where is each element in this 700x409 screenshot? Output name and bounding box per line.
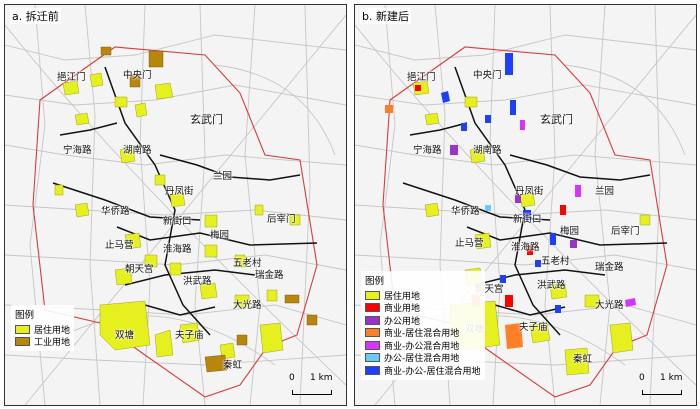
place-label-daguanglu: 大光路 [595, 300, 624, 311]
legend-item-office-residential: 办公-居住混合用地 [365, 352, 481, 365]
map-panel-after: b. 新建后 挹江门 中央门 玄武门 宁海路 湖南路 丹凤街 兰园 华侨路 新街… [354, 4, 697, 406]
legend-swatch [365, 328, 380, 338]
map-canvas-after [355, 5, 696, 405]
place-label-daguanglu: 大光路 [233, 300, 262, 311]
place-label-xinjiekou: 新街口 [163, 216, 192, 227]
commercial-office-residential-parcels [441, 53, 561, 313]
legend-swatch [365, 315, 380, 325]
legend-swatch [365, 365, 380, 375]
place-label-wulaocun: 五老村 [541, 256, 570, 267]
legend-item-commercial-office: 商业-办公混合用地 [365, 339, 481, 352]
place-label-huaihailu: 淮海路 [511, 242, 540, 253]
place-label-fuzimiao: 夫子庙 [519, 322, 548, 333]
place-label-hunanlu: 湖南路 [123, 145, 152, 156]
scale-line [642, 390, 682, 395]
place-label-lanyuan: 兰园 [595, 186, 615, 197]
legend-label: 办公用地 [384, 316, 421, 327]
office-residential-parcels [485, 205, 491, 211]
legend-label: 商业-办公-居住混合用地 [384, 366, 481, 377]
legend-swatch [365, 290, 380, 300]
district-boundaries [52, 66, 318, 336]
place-label-shuangtang: 双塘 [115, 330, 135, 341]
legend-item-commercial-office-residential: 商业-办公-居住混合用地 [365, 364, 481, 377]
place-label-wulaocun: 五老村 [233, 258, 262, 269]
place-label-hongwulu: 洪武路 [183, 276, 212, 287]
map-legend: 图例 居住用地 商业用地 办公用地 商业-居住混合用地 商业-办公混合用地 办公… [361, 271, 485, 380]
legend-label: 居住用地 [384, 291, 421, 302]
place-label-meiyuan: 梅园 [210, 230, 230, 241]
legend-item-residential: 居住用地 [365, 289, 481, 302]
place-label-zhimaying: 止马营 [105, 240, 134, 251]
residential-parcels [54, 72, 301, 360]
place-label-chaotiangong: 朝天宫 [475, 284, 504, 295]
place-label-danfengjie: 丹凤街 [165, 186, 194, 197]
place-label-lanyuan: 兰园 [213, 171, 233, 182]
scale-line [292, 390, 332, 395]
legend-label: 居住用地 [34, 325, 71, 336]
place-label-huaqiaolu: 华侨路 [451, 206, 480, 217]
place-label-ninghailu: 宁海路 [413, 145, 442, 156]
place-label-qinhong: 秦虹 [573, 354, 593, 365]
place-label-zhimaying: 止马营 [455, 238, 484, 249]
place-label-hunanlu: 湖南路 [473, 145, 502, 156]
place-label-meiyuan: 梅园 [560, 226, 580, 237]
place-label-xuanwumen: 玄武门 [540, 113, 573, 126]
scale-zero: 0 [289, 373, 295, 383]
map-legend: 图例 居住用地 工业用地 [11, 305, 75, 351]
place-label-ninghailu: 宁海路 [63, 145, 92, 156]
place-label-qinhong: 秦虹 [223, 360, 243, 371]
scale-zero: 0 [639, 373, 645, 383]
office-parcels [450, 145, 577, 248]
place-label-danfengjie: 丹凤街 [515, 186, 544, 197]
legend-label: 商业-办公混合用地 [384, 341, 460, 352]
legend-title: 图例 [365, 276, 385, 287]
scale-one: 1 km [310, 373, 333, 383]
legend-label: 商业-居住混合用地 [384, 329, 460, 340]
place-label-yijiangmen: 挹江门 [57, 72, 86, 83]
legend-item-commercial: 商业用地 [365, 302, 481, 315]
legend-title: 图例 [15, 310, 35, 321]
place-label-huaihailu: 淮海路 [163, 244, 192, 255]
legend-swatch [365, 303, 380, 313]
legend-item-office: 办公用地 [365, 314, 481, 327]
place-label-xinjiekou: 新街口 [513, 214, 542, 225]
scale-one: 1 km [660, 373, 683, 383]
place-label-zhongyangmen: 中央门 [473, 70, 502, 81]
commercial-parcels [415, 85, 566, 307]
legend-swatch [15, 324, 30, 334]
place-label-huaqiaolu: 华侨路 [101, 206, 130, 217]
legend-label: 工业用地 [34, 338, 71, 349]
legend-item-commercial-residential: 商业-居住混合用地 [365, 327, 481, 340]
legend-item-residential: 居住用地 [15, 323, 70, 336]
scale-bar: 0 1 km [638, 373, 684, 395]
industrial-parcels [100, 46, 318, 373]
legend-swatch [365, 340, 380, 350]
map-panel-before: a. 拆迁前 挹江门 中央门 玄武门 宁海路 湖南路 丹凤街 兰园 华侨路 新街… [4, 4, 347, 406]
place-label-ruijinlu: 瑞金路 [255, 270, 284, 281]
legend-swatch [15, 337, 30, 347]
place-label-zhongyangmen: 中央门 [123, 70, 152, 81]
commercial-office-parcels [520, 120, 636, 307]
place-label-chaotiangong: 朝天宫 [125, 264, 154, 275]
legend-label: 商业用地 [384, 304, 421, 315]
place-label-ruijinlu: 瑞金路 [595, 262, 624, 273]
place-label-houzaimen: 后宰门 [267, 214, 296, 225]
legend-label: 办公-居住混合用地 [384, 354, 460, 365]
panel-title: a. 拆迁前 [10, 8, 61, 24]
place-label-houzaimen: 后宰门 [611, 226, 640, 237]
legend-item-industrial: 工业用地 [15, 336, 71, 349]
legend-swatch [365, 353, 380, 363]
place-label-yijiangmen: 挹江门 [407, 72, 436, 83]
scale-bar: 0 1 km [288, 373, 334, 395]
place-label-hongwulu: 洪武路 [537, 280, 566, 291]
place-label-xuanwumen: 玄武门 [190, 113, 223, 126]
place-label-fuzimiao: 夫子庙 [175, 330, 204, 341]
panel-title: b. 新建后 [360, 8, 411, 24]
